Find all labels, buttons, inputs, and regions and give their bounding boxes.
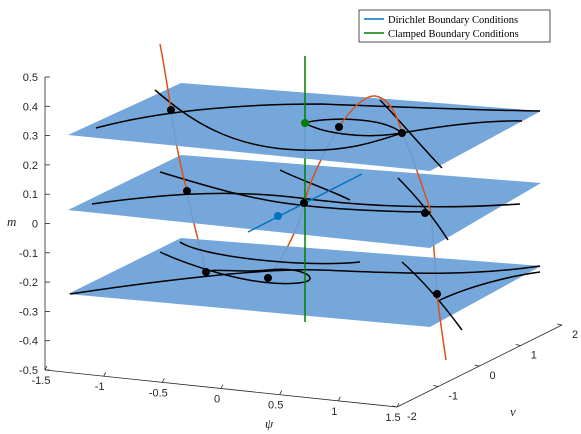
y-ticks: -2 -1 0 1 2 (391, 323, 578, 423)
plane-curve (397, 177, 449, 241)
point (183, 187, 191, 195)
z-tick-label: -0.1 (19, 248, 38, 260)
point (398, 129, 406, 137)
plane-curve (69, 265, 541, 295)
point (167, 106, 175, 114)
y-tick-mark (474, 364, 480, 367)
x-tick-label: 0 (214, 394, 220, 406)
z-tick-label: 0.5 (23, 72, 38, 84)
x-ticks: -1.5 -1 -0.5 0 0.5 1 1.5 (32, 365, 401, 424)
z-ticks: -0.5 -0.4 -0.3 -0.2 -0.1 0 0.1 0.2 0.3 0.4 0.5 (19, 72, 50, 377)
legend-label-clamped: Clamped Boundary Conditions (388, 29, 519, 40)
z-tick-label: 0.4 (23, 101, 38, 113)
y-tick-label: 1 (531, 350, 537, 362)
z-tick-label: -0.5 (19, 365, 38, 377)
z-tick-label: 0.2 (23, 160, 38, 172)
plane-curve (439, 271, 541, 301)
connection-curves-top (159, 43, 403, 134)
x-tick-label: 1 (331, 406, 337, 418)
y-tick-label: -1 (448, 391, 458, 403)
z-tick-label: -0.4 (19, 336, 38, 348)
plane-curve (91, 192, 521, 208)
legend-label-dirichlet: Dirichlet Boundary Conditions (388, 15, 518, 26)
connection-curve (338, 95, 403, 134)
plane-curve (279, 169, 351, 201)
point (433, 290, 441, 298)
plane-curve (379, 99, 443, 169)
y-tick-label: -2 (407, 411, 417, 423)
point (202, 268, 210, 276)
x-tick-mark (103, 371, 107, 377)
z-axis-label: m (7, 214, 16, 229)
x-tick-mark (161, 378, 165, 383)
point (421, 209, 429, 217)
x-tick-label: 0.5 (268, 400, 283, 412)
connection-curve (159, 43, 172, 111)
x-tick-mark (337, 396, 341, 402)
plane-curve (401, 261, 463, 331)
x-tick-mark (396, 402, 400, 408)
legend-box (358, 9, 551, 43)
dirichlet-point (274, 212, 282, 220)
point (264, 274, 272, 282)
x-tick-label: -1.5 (32, 375, 51, 387)
y-tick-mark (391, 405, 398, 408)
x-axis-label: ψ (265, 416, 274, 431)
y-tick-mark (515, 344, 521, 346)
plane-curve (179, 241, 361, 265)
equilibrium-points (167, 106, 441, 298)
z-tick-label: 0.1 (23, 189, 38, 201)
x-tick-label: -1 (95, 381, 105, 393)
plane-top (68, 83, 541, 171)
point (300, 199, 308, 207)
z-tick-label: 0 (32, 219, 38, 231)
clamped-point (301, 119, 309, 127)
y-tick-mark (433, 385, 439, 387)
z-tick-label: 0.3 (23, 131, 38, 143)
point (335, 123, 343, 131)
plane-curve (154, 89, 403, 151)
y-axis-label: v (510, 404, 516, 419)
y-tick-mark (556, 323, 563, 326)
x-tick-mark (44, 365, 48, 371)
y-tick-label: 0 (490, 370, 496, 382)
y-tick-label: 2 (572, 329, 578, 341)
connection-curve (436, 293, 447, 361)
legend: Dirichlet Boundary Conditions Clamped Bo… (358, 9, 551, 43)
x-tick-mark (220, 384, 224, 389)
plane-curve (401, 120, 523, 134)
z-tick-label: -0.2 (19, 277, 38, 289)
x-tick-mark (279, 390, 283, 395)
x-tick-label: -0.5 (149, 387, 168, 399)
x-tick-label: 1.5 (385, 412, 400, 424)
z-tick-label: -0.3 (19, 306, 38, 318)
plane-curve (95, 103, 541, 129)
